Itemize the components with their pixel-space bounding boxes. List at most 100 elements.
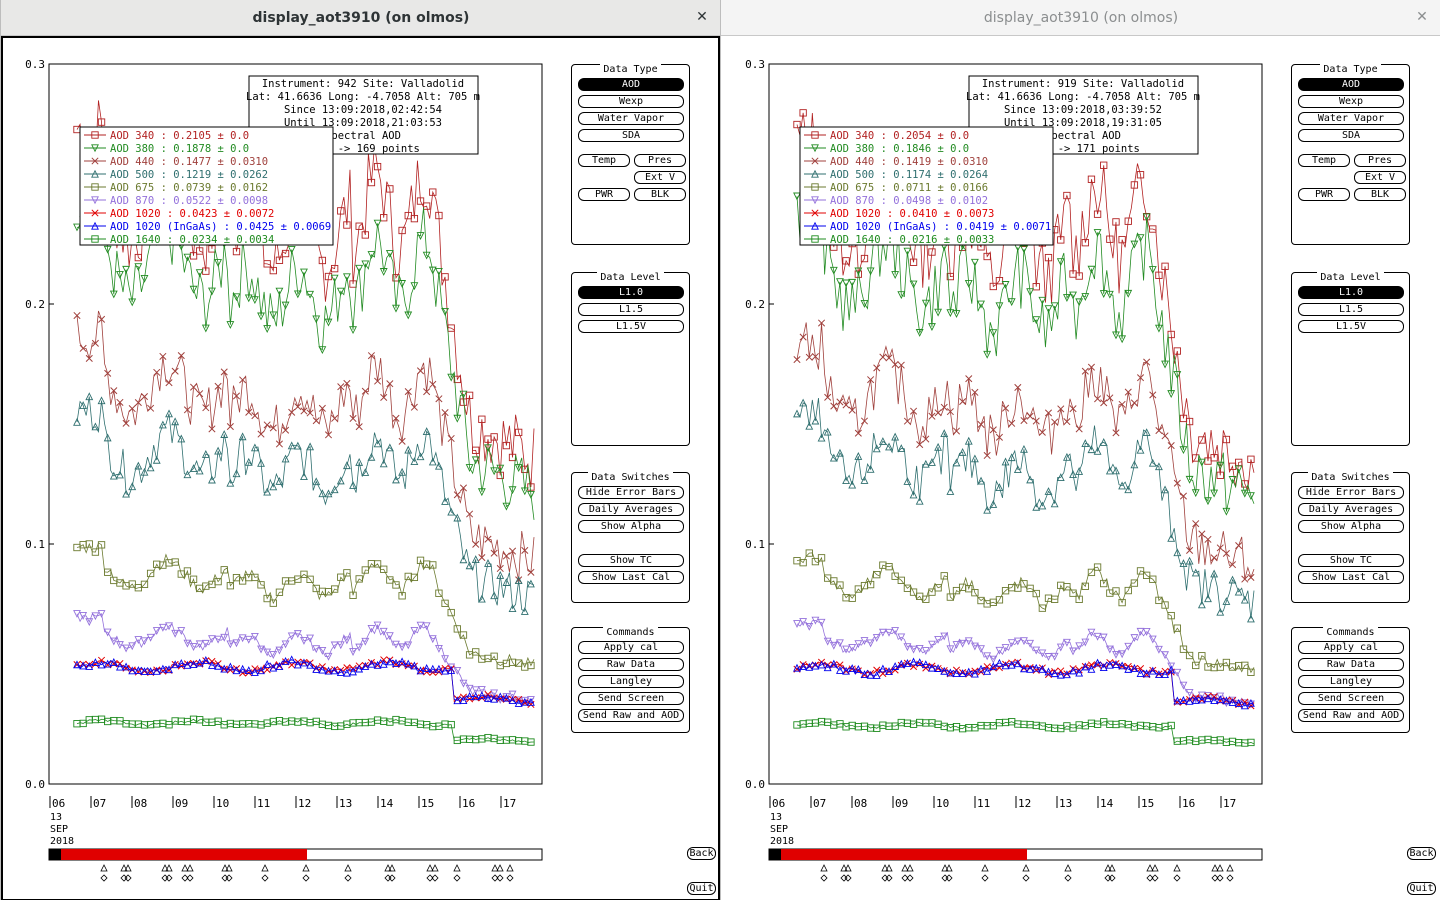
data-point xyxy=(478,415,486,423)
data-point xyxy=(1032,589,1040,598)
show-last-cal-button[interactable]: Show Last Cal xyxy=(1298,571,1404,584)
data-point xyxy=(983,652,992,661)
data-point xyxy=(220,664,229,673)
close-icon[interactable]: ✕ xyxy=(696,9,708,25)
back-button[interactable]: Back xyxy=(687,847,716,860)
data-type-sda-button[interactable]: SDA xyxy=(578,129,684,142)
langley-button[interactable]: Langley xyxy=(578,675,684,688)
event-triangle xyxy=(384,864,392,872)
legend-entry: AOD 870 : 0.0498 ± 0.0102 xyxy=(830,195,988,207)
legend-entry: AOD 1020 (InGaAs) : 0.0425 ± 0.0069 xyxy=(110,221,331,233)
quit-button[interactable]: Quit xyxy=(687,882,716,895)
pwr-button[interactable]: PWR xyxy=(1298,188,1350,201)
temp-button[interactable]: Temp xyxy=(578,154,630,167)
raw-data-button[interactable]: Raw Data xyxy=(1298,658,1404,671)
event-diamond xyxy=(941,874,949,882)
send-raw-and-aod-button[interactable]: Send Raw and AOD xyxy=(1298,709,1404,722)
blk-button[interactable]: BLK xyxy=(1354,188,1406,201)
apply-cal-button[interactable]: Apply cal xyxy=(1298,641,1404,654)
data-point xyxy=(1161,485,1169,494)
data-type-aod-button[interactable]: AOD xyxy=(578,78,684,91)
y-tick-label: 0.2 xyxy=(25,298,45,311)
data-point xyxy=(472,648,480,656)
data-point xyxy=(392,304,400,313)
data-point xyxy=(97,315,106,323)
x-tick-label: 07 xyxy=(813,797,826,810)
show-tc-button[interactable]: Show TC xyxy=(578,554,684,567)
hide-error-bars-button[interactable]: Hide Error Bars xyxy=(578,486,684,499)
pwr-button[interactable]: PWR xyxy=(578,188,630,201)
pres-button[interactable]: Pres xyxy=(1354,154,1406,167)
data-point xyxy=(490,591,499,600)
send-raw-and-aod-button[interactable]: Send Raw and AOD xyxy=(578,709,684,722)
data-level-l1-5-button[interactable]: L1.5 xyxy=(1298,303,1404,316)
data-point xyxy=(1050,652,1059,661)
temp-button[interactable]: Temp xyxy=(1298,154,1350,167)
data-point xyxy=(416,556,425,564)
right-aod-chart[interactable]: 0.30.20.10.006 07 08 09 10 11 12 13 14 15 16 1713SE… xyxy=(722,37,1438,899)
show-tc-button[interactable]: Show TC xyxy=(1298,554,1404,567)
time-bar[interactable] xyxy=(48,848,543,882)
data-point xyxy=(355,664,364,673)
event-diamond xyxy=(496,874,504,882)
time-bar-selection[interactable] xyxy=(61,849,307,860)
quit-button[interactable]: Quit xyxy=(1407,882,1436,895)
data-level-l1-5-button[interactable]: L1.5 xyxy=(578,303,684,316)
data-level-l1-5v-button[interactable]: L1.5V xyxy=(1298,320,1404,333)
data-point xyxy=(842,257,850,265)
data-level-l1-5v-button[interactable]: L1.5V xyxy=(578,320,684,333)
daily-averages-button[interactable]: Daily Averages xyxy=(578,503,684,516)
ext-v-button[interactable]: Ext V xyxy=(1354,171,1406,184)
hide-error-bars-button[interactable]: Hide Error Bars xyxy=(1298,486,1404,499)
data-point xyxy=(361,387,369,395)
show-last-cal-button[interactable]: Show Last Cal xyxy=(578,571,684,584)
langley-button[interactable]: Langley xyxy=(1298,675,1404,688)
data-type-water-vapor-button[interactable]: Water Vapor xyxy=(578,112,684,125)
ext-v-button[interactable]: Ext V xyxy=(634,171,686,184)
daily-averages-button[interactable]: Daily Averages xyxy=(1298,503,1404,516)
data-point xyxy=(257,645,265,654)
left-titlebar[interactable]: display_aot3910 (on olmos) ✕ xyxy=(1,0,721,36)
data-type-wexp-button[interactable]: Wexp xyxy=(1298,95,1404,108)
data-type-wexp-button[interactable]: Wexp xyxy=(578,95,684,108)
right-titlebar[interactable]: display_aot3910 (on olmos) ✕ xyxy=(721,0,1440,36)
data-point xyxy=(367,659,376,668)
data-level-l1-0-button[interactable]: L1.0 xyxy=(578,286,684,299)
raw-data-button[interactable]: Raw Data xyxy=(578,658,684,671)
close-icon[interactable]: ✕ xyxy=(1416,9,1428,25)
event-triangle xyxy=(1108,864,1116,872)
data-point xyxy=(1099,663,1108,671)
time-bar-selection[interactable] xyxy=(781,849,1027,860)
data-point xyxy=(116,641,124,650)
data-point xyxy=(842,401,850,409)
pres-button[interactable]: Pres xyxy=(634,154,686,167)
data-type-water-vapor-button[interactable]: Water Vapor xyxy=(1298,112,1404,125)
send-screen-button[interactable]: Send Screen xyxy=(578,692,684,705)
data-type-aod-button[interactable]: AOD xyxy=(1298,78,1404,91)
data-point xyxy=(811,616,820,625)
data-point xyxy=(1136,234,1145,243)
data-point xyxy=(909,280,918,289)
show-alpha-button[interactable]: Show Alpha xyxy=(1298,520,1404,533)
data-point xyxy=(1087,363,1095,371)
data-point xyxy=(349,326,357,335)
apply-cal-button[interactable]: Apply cal xyxy=(578,641,684,654)
send-screen-button[interactable]: Send Screen xyxy=(1298,692,1404,705)
back-button[interactable]: Back xyxy=(1407,847,1436,860)
data-point xyxy=(342,461,351,470)
blk-button[interactable]: BLK xyxy=(634,188,686,201)
data-type-sda-button[interactable]: SDA xyxy=(1298,129,1404,142)
data-point xyxy=(453,666,462,675)
data-point xyxy=(330,666,339,675)
data-point xyxy=(318,489,327,498)
left-aod-chart[interactable]: 0.30.20.10.006 07 08 09 10 11 12 13 14 15 16 1713SE… xyxy=(2,37,718,899)
show-alpha-button[interactable]: Show Alpha xyxy=(578,520,684,533)
data-level-l1-0-button[interactable]: L1.0 xyxy=(1298,286,1404,299)
data-point xyxy=(453,491,461,499)
data-point xyxy=(1143,571,1151,579)
data-point xyxy=(208,245,216,253)
time-bar[interactable] xyxy=(768,848,1263,882)
data-point xyxy=(903,584,912,592)
series-line xyxy=(796,721,1255,745)
